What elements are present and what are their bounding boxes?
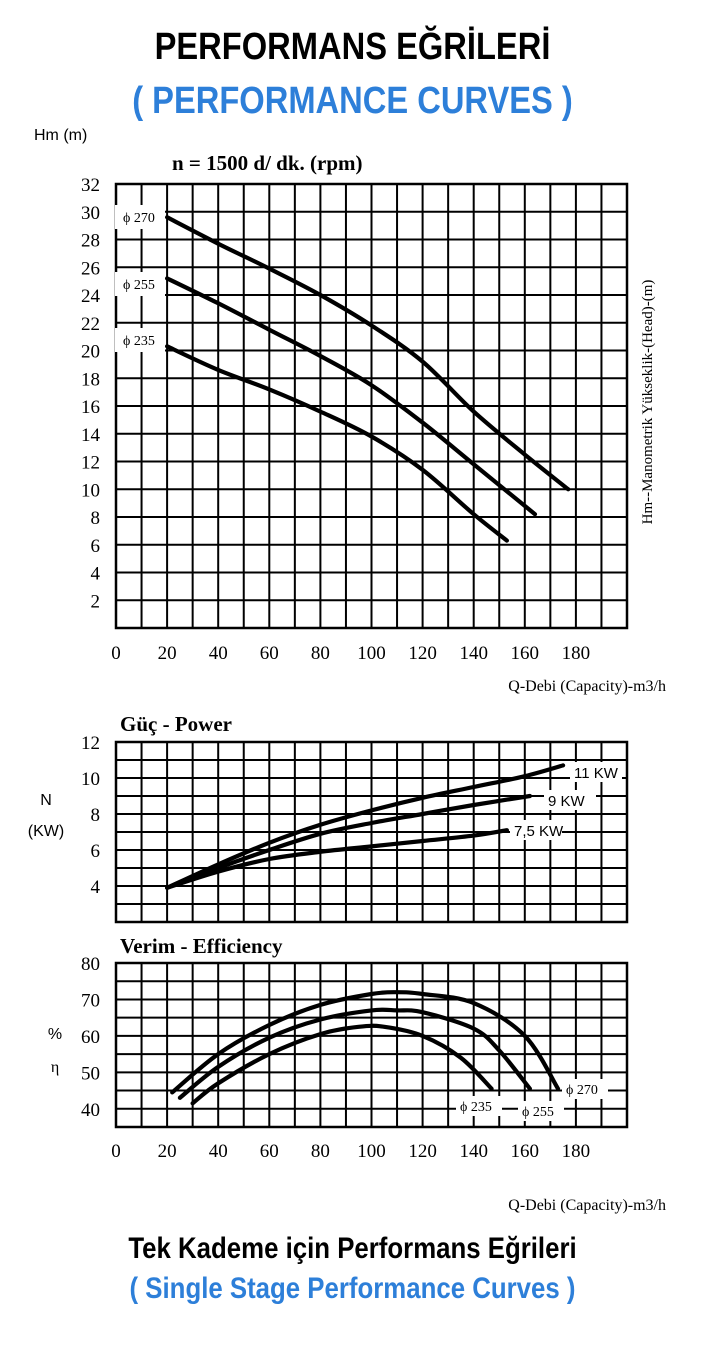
y-tick-label: 80 — [81, 954, 100, 975]
series-label-bg — [570, 762, 622, 782]
x-tick-label: 20 — [158, 643, 177, 664]
series-line-255 — [177, 1007, 532, 1100]
y-tick-label: 8 — [91, 508, 101, 529]
footer-title: Tek Kademe için Performans Eğrileri — [128, 1232, 577, 1265]
series-label-7-5-kw: 7,5 KW — [514, 823, 564, 840]
x-tick-label: 80 — [311, 1141, 330, 1162]
efficiency-y-axis-symbol: η — [51, 1059, 59, 1076]
y-tick-label: 22 — [81, 314, 100, 335]
head-x-axis-label: Q-Debi (Capacity)-m3/h — [508, 678, 666, 695]
series-label-270: ϕ 270 — [566, 1083, 598, 1098]
footer-subtitle: ( Single Stage Performance Curves ) — [129, 1272, 576, 1305]
y-tick-label: 40 — [81, 1100, 100, 1121]
y-tick-label: 8 — [91, 805, 101, 826]
efficiency-x-axis-label: Q-Debi (Capacity)-m3/h — [508, 1197, 666, 1214]
y-tick-label: 6 — [91, 841, 101, 862]
y-tick-label: 16 — [81, 397, 100, 418]
x-tick-label: 140 — [459, 643, 488, 664]
x-tick-label: 60 — [260, 643, 279, 664]
page-subtitle: ( PERFORMANCE CURVES ) — [132, 80, 573, 122]
x-tick-label: 100 — [357, 643, 386, 664]
series-label-255: ϕ 255 — [123, 278, 155, 293]
series-line-235 — [190, 1023, 494, 1106]
y-tick-label: 26 — [81, 258, 100, 279]
y-tick-label: 24 — [81, 286, 101, 307]
y-tick-label: 32 — [81, 175, 100, 196]
x-tick-label: 20 — [158, 1141, 177, 1162]
page-title: PERFORMANS EĞRİLERİ — [154, 26, 551, 68]
power-chart: Güç - Power 4 6 8 10 12 11 KW 9 KW 7,5 KW N (KW) — [28, 712, 629, 924]
x-tick-label: 0 — [111, 643, 121, 664]
y-tick-label: 70 — [81, 990, 100, 1011]
y-tick-label: 4 — [91, 564, 101, 585]
series-line-9-kw — [165, 793, 532, 890]
efficiency-frame — [114, 961, 629, 1129]
head-frame — [114, 182, 629, 630]
head-y-axis-label: Hm (m) — [34, 127, 87, 144]
series-line-7-5-kw — [165, 828, 509, 890]
x-tick-label: 180 — [562, 643, 591, 664]
power-title: Güç - Power — [120, 712, 232, 736]
series-label-bg — [544, 790, 596, 810]
series-label-270: ϕ 270 — [123, 211, 155, 226]
series-label-bg — [115, 328, 165, 352]
y-tick-label: 30 — [81, 203, 100, 224]
y-tick-label: 4 — [91, 877, 101, 898]
series-label-bg — [115, 205, 165, 229]
power-y-axis-label: N — [40, 792, 52, 809]
series-line-235 — [165, 344, 509, 543]
series-line-270 — [170, 990, 561, 1095]
series-label-235: ϕ 235 — [460, 1100, 492, 1115]
series-label-bg — [518, 1101, 564, 1121]
series-label-bg — [562, 1079, 608, 1099]
x-tick-label: 160 — [511, 643, 540, 664]
series-label-bg — [510, 820, 562, 840]
y-tick-label: 14 — [81, 425, 101, 446]
series-label-11-kw: 11 KW — [574, 765, 619, 782]
y-tick-label: 6 — [91, 536, 101, 557]
x-tick-label: 120 — [408, 1141, 437, 1162]
x-tick-label: 80 — [311, 643, 330, 664]
y-tick-label: 28 — [81, 231, 100, 252]
performance-charts: n = 1500 d/ dk. (rpm)2468101214161820222… — [28, 127, 666, 1214]
series-line-255 — [165, 276, 538, 517]
y-tick-label: 50 — [81, 1063, 100, 1084]
x-tick-label: 100 — [357, 1141, 386, 1162]
y-tick-label: 60 — [81, 1027, 100, 1048]
y-tick-label: 12 — [81, 733, 100, 754]
x-tick-label: 160 — [511, 1141, 540, 1162]
x-tick-label: 120 — [408, 643, 437, 664]
y-tick-label: 12 — [81, 453, 100, 474]
y-tick-label: 10 — [81, 480, 100, 501]
y-tick-label: 20 — [81, 342, 100, 363]
x-tick-label: 40 — [209, 1141, 228, 1162]
x-tick-label: 140 — [459, 1141, 488, 1162]
series-label-bg — [115, 272, 165, 296]
y-tick-label: 18 — [81, 369, 100, 390]
x-tick-label: 180 — [562, 1141, 591, 1162]
x-tick-label: 0 — [111, 1141, 121, 1162]
series-label-bg — [456, 1096, 502, 1116]
efficiency-chart: Verim - Efficiency 40 50 60 70 80 0 20 40 60 80 100… — [48, 934, 666, 1214]
head-right-axis-label: Hm--Manometrik Yükseklik-(Head)-(m) — [640, 280, 656, 525]
series-label-235: ϕ 235 — [123, 334, 155, 349]
head-grid — [115, 183, 628, 629]
series-line-11-kw — [165, 763, 566, 890]
head-chart: n = 1500 d/ dk. (rpm)2468101214161820222… — [34, 127, 666, 695]
x-tick-label: 60 — [260, 1141, 279, 1162]
power-y-axis-unit: (KW) — [28, 823, 64, 840]
power-frame — [114, 740, 629, 924]
series-line-270 — [165, 215, 571, 492]
y-tick-label: 10 — [81, 769, 100, 790]
y-tick-label: 2 — [91, 591, 101, 612]
x-tick-label: 40 — [209, 643, 228, 664]
series-label-9-kw: 9 KW — [548, 793, 586, 810]
head-title: n = 1500 d/ dk. (rpm) — [172, 151, 363, 175]
series-label-255: ϕ 255 — [522, 1105, 554, 1120]
efficiency-title: Verim - Efficiency — [120, 934, 283, 958]
efficiency-y-axis-label: % — [48, 1026, 62, 1043]
